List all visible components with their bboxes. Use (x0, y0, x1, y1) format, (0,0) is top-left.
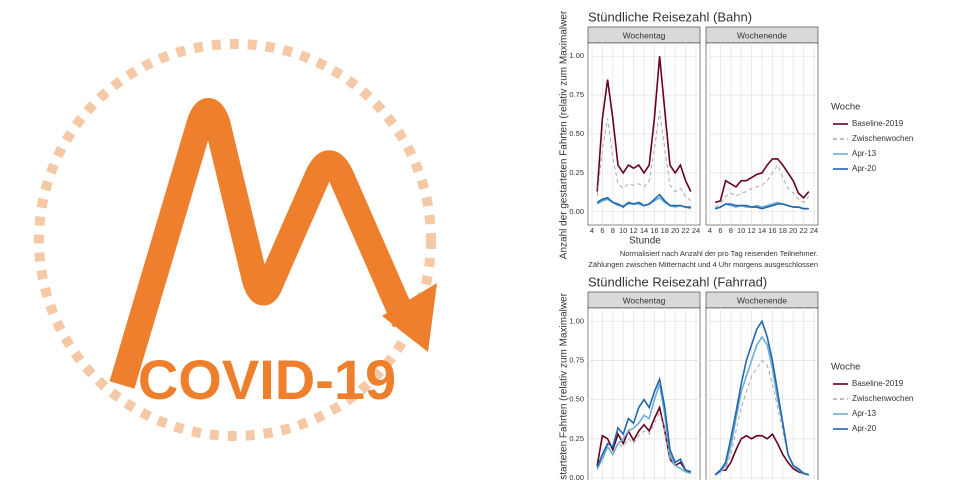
data-line (714, 432, 810, 476)
y-tick-label: 0.50 (569, 395, 584, 404)
x-tick-label: 4 (590, 226, 594, 235)
y-axis-label: Anzahl der gestarteten Fahrten (relativ … (559, 10, 570, 259)
y-tick-label: 1.00 (569, 316, 584, 325)
x-tick-label: 6 (718, 226, 722, 235)
y-tick-label: 0.75 (569, 355, 584, 364)
x-tick-label: 16 (650, 226, 658, 235)
legend-label: Apr-13 (852, 409, 877, 418)
data-line (714, 158, 810, 204)
charts: Stündliche Reisezahl (Bahn) Anzahl der ge… (559, 9, 913, 480)
legend-label: Apr-20 (852, 424, 877, 433)
logo: COVID-19 (34, 39, 437, 441)
x-tick-label: 14 (640, 226, 648, 235)
y-axis-label: r gestarteten Fahrten (relativ zum Maxim… (559, 292, 570, 480)
logo-dotted-ring (34, 39, 436, 441)
legend-label: Zwischenwochen (852, 134, 913, 143)
x-tick-label: 14 (758, 226, 766, 235)
x-tick-label: 10 (737, 226, 745, 235)
y-tick-label: 0.50 (569, 129, 584, 138)
y-tick-label: 0.25 (569, 168, 584, 177)
legend-label: Baseline-2019 (852, 379, 904, 388)
facet-title: Wochenende (737, 295, 787, 305)
data-line (596, 193, 691, 209)
chart-title: Stündliche Reisezahl (Bahn) (588, 9, 752, 24)
facet-title: Wochentag (623, 295, 666, 305)
data-line (714, 203, 809, 210)
y-tick-label: 0.25 (569, 434, 584, 443)
x-tick-label: 24 (810, 226, 818, 235)
data-line (596, 110, 692, 202)
data-line (596, 376, 692, 473)
logo-arrowhead (382, 283, 437, 352)
facet-title: Wochentag (623, 30, 666, 40)
x-tick-label: 22 (681, 226, 689, 235)
legend-label: Apr-13 (852, 149, 877, 158)
legend-title: Woche (831, 362, 860, 373)
legend-label: Baseline-2019 (852, 119, 904, 128)
x-tick-label: 12 (629, 226, 637, 235)
y-tick-label: 1.00 (569, 51, 584, 60)
x-tick-label: 8 (611, 226, 615, 235)
y-tick-label: 0.75 (569, 90, 584, 99)
caption: Normalisiert nach Anzahl der pro Tag rei… (620, 249, 818, 258)
data-line (714, 164, 810, 208)
data-line (714, 319, 810, 476)
caption: Zählungen zwischen Mitternacht und 4 Uhr… (588, 260, 818, 269)
data-line (596, 383, 692, 475)
x-tick-label: 12 (747, 226, 755, 235)
x-tick-label: 24 (692, 226, 700, 235)
x-tick-label: 18 (779, 226, 787, 235)
logo-wave (109, 98, 417, 389)
x-tick-label: 20 (789, 226, 797, 235)
chart-title: Stündliche Reisezahl (Fahrrad) (588, 274, 767, 289)
x-tick-label: 16 (768, 226, 776, 235)
x-tick-label: 6 (600, 226, 604, 235)
legend-label: Apr-20 (852, 164, 877, 173)
x-tick-label: 8 (729, 226, 733, 235)
x-axis-label: Stunde (629, 236, 661, 247)
facet-title: Wochenende (737, 30, 787, 40)
legend-title: Woche (831, 102, 860, 113)
legend-label: Zwischenwochen (852, 394, 913, 403)
x-tick-label: 22 (799, 226, 807, 235)
y-tick-label: 0.00 (569, 207, 584, 216)
x-tick-label: 4 (708, 226, 712, 235)
y-tick-label: 0.00 (569, 473, 584, 480)
x-tick-label: 18 (661, 226, 669, 235)
x-tick-label: 10 (619, 226, 627, 235)
x-tick-label: 20 (671, 226, 679, 235)
data-line (596, 56, 692, 192)
logo-text: COVID-19 (138, 348, 396, 411)
